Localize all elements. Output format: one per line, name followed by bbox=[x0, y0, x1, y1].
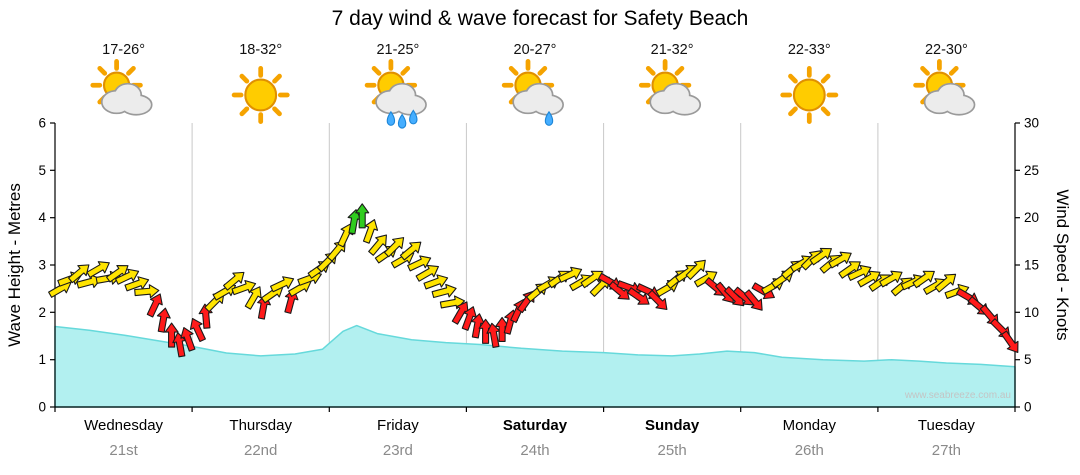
day-name: Sunday bbox=[645, 417, 700, 434]
day-date: 24th bbox=[520, 442, 550, 459]
day-date: 22nd bbox=[244, 442, 278, 459]
wind-arrow bbox=[847, 264, 872, 281]
wind-arrow bbox=[743, 289, 763, 311]
weather-icon-sun bbox=[780, 66, 839, 124]
wind-arrow bbox=[115, 268, 140, 285]
wind-arrow bbox=[558, 266, 583, 283]
wind-arrow bbox=[86, 261, 110, 278]
wind-arrow bbox=[164, 322, 179, 348]
day-name: Saturday bbox=[502, 417, 568, 434]
day-date: 26th bbox=[794, 442, 824, 459]
day-name: Wednesday bbox=[84, 417, 164, 434]
wind-arrow bbox=[809, 247, 832, 266]
left-tick-label: 3 bbox=[38, 258, 46, 273]
day-date: 21st bbox=[109, 442, 138, 459]
right-tick-label: 30 bbox=[1024, 116, 1039, 131]
raindrop-icon bbox=[397, 113, 407, 129]
wind-arrow bbox=[383, 237, 405, 258]
weather-icon-sun-cloud bbox=[913, 59, 976, 116]
day-date: 25th bbox=[657, 442, 687, 459]
left-tick-label: 6 bbox=[38, 116, 46, 131]
left-tick-label: 4 bbox=[38, 210, 46, 225]
weather-icon-sun-cloud bbox=[638, 59, 702, 116]
temp-range: 20-27° bbox=[513, 42, 557, 58]
wind-arrow bbox=[879, 270, 903, 288]
wind-arrow bbox=[415, 264, 439, 282]
right-tick-label: 5 bbox=[1024, 352, 1032, 367]
wind-arrow bbox=[156, 307, 171, 333]
day-name: Tuesday bbox=[917, 417, 975, 434]
temp-range: 17-26° bbox=[102, 42, 146, 58]
wind-arrow bbox=[355, 203, 370, 229]
temp-range: 22-30° bbox=[924, 42, 968, 58]
day-date: 27th bbox=[931, 442, 961, 459]
right-tick-label: 25 bbox=[1024, 163, 1039, 178]
wind-arrow bbox=[284, 288, 299, 314]
wind-arrow bbox=[180, 326, 196, 352]
left-tick-label: 5 bbox=[38, 163, 46, 178]
wind-arrow bbox=[580, 270, 603, 289]
watermark: www.seabreeze.com.au bbox=[904, 390, 1011, 401]
day-date: 23rd bbox=[382, 442, 413, 459]
left-tick-label: 0 bbox=[38, 400, 46, 415]
weather-icon-sun bbox=[231, 66, 290, 124]
wind-arrow bbox=[431, 283, 457, 299]
wind-arrow bbox=[270, 276, 295, 293]
wind-arrow bbox=[146, 293, 163, 318]
wind-arrow bbox=[223, 271, 245, 291]
right-tick-label: 20 bbox=[1024, 210, 1039, 225]
wind-arrow bbox=[627, 287, 650, 305]
weather-icon-sun-cloud-drizzle bbox=[501, 59, 564, 126]
wind-arrow bbox=[134, 284, 160, 299]
day-name: Friday bbox=[377, 417, 419, 434]
day-name: Monday bbox=[782, 417, 836, 434]
raindrop-icon bbox=[544, 110, 554, 126]
wind-arrow bbox=[399, 241, 422, 261]
day-name: Thursday bbox=[229, 417, 292, 434]
chart-title: 7 day wind & wave forecast for Safety Be… bbox=[331, 7, 749, 30]
wind-arrow bbox=[244, 286, 262, 310]
temp-range: 22-33° bbox=[787, 42, 831, 58]
wave-height-area bbox=[54, 324, 1016, 408]
wind-arrow bbox=[368, 234, 387, 256]
wind-arrow bbox=[685, 259, 706, 280]
right-tick-label: 0 bbox=[1024, 400, 1032, 415]
weather-icon-sun-cloud-rain bbox=[364, 59, 427, 129]
temp-range: 21-25° bbox=[376, 42, 420, 58]
wind-arrow bbox=[407, 255, 432, 272]
wind-arrow bbox=[423, 274, 449, 290]
wind-arrow bbox=[1001, 330, 1019, 353]
raindrop-icon bbox=[386, 110, 396, 126]
right-tick-label: 15 bbox=[1024, 258, 1039, 273]
raindrop-icon bbox=[409, 109, 418, 125]
wind-arrow bbox=[647, 289, 668, 311]
wind-arrow bbox=[912, 270, 935, 289]
wind-arrow bbox=[362, 219, 379, 244]
weather-icon-sun-cloud bbox=[90, 59, 153, 116]
right-tick-label: 10 bbox=[1024, 305, 1039, 320]
wind-arrow bbox=[934, 273, 957, 293]
left-tick-label: 1 bbox=[38, 352, 46, 367]
temp-range: 18-32° bbox=[239, 42, 283, 58]
left-tick-label: 2 bbox=[38, 305, 46, 320]
wind-arrow bbox=[828, 251, 852, 269]
temp-range: 21-32° bbox=[650, 42, 694, 58]
wind-arrow bbox=[68, 264, 90, 284]
wind-arrow bbox=[189, 317, 206, 343]
